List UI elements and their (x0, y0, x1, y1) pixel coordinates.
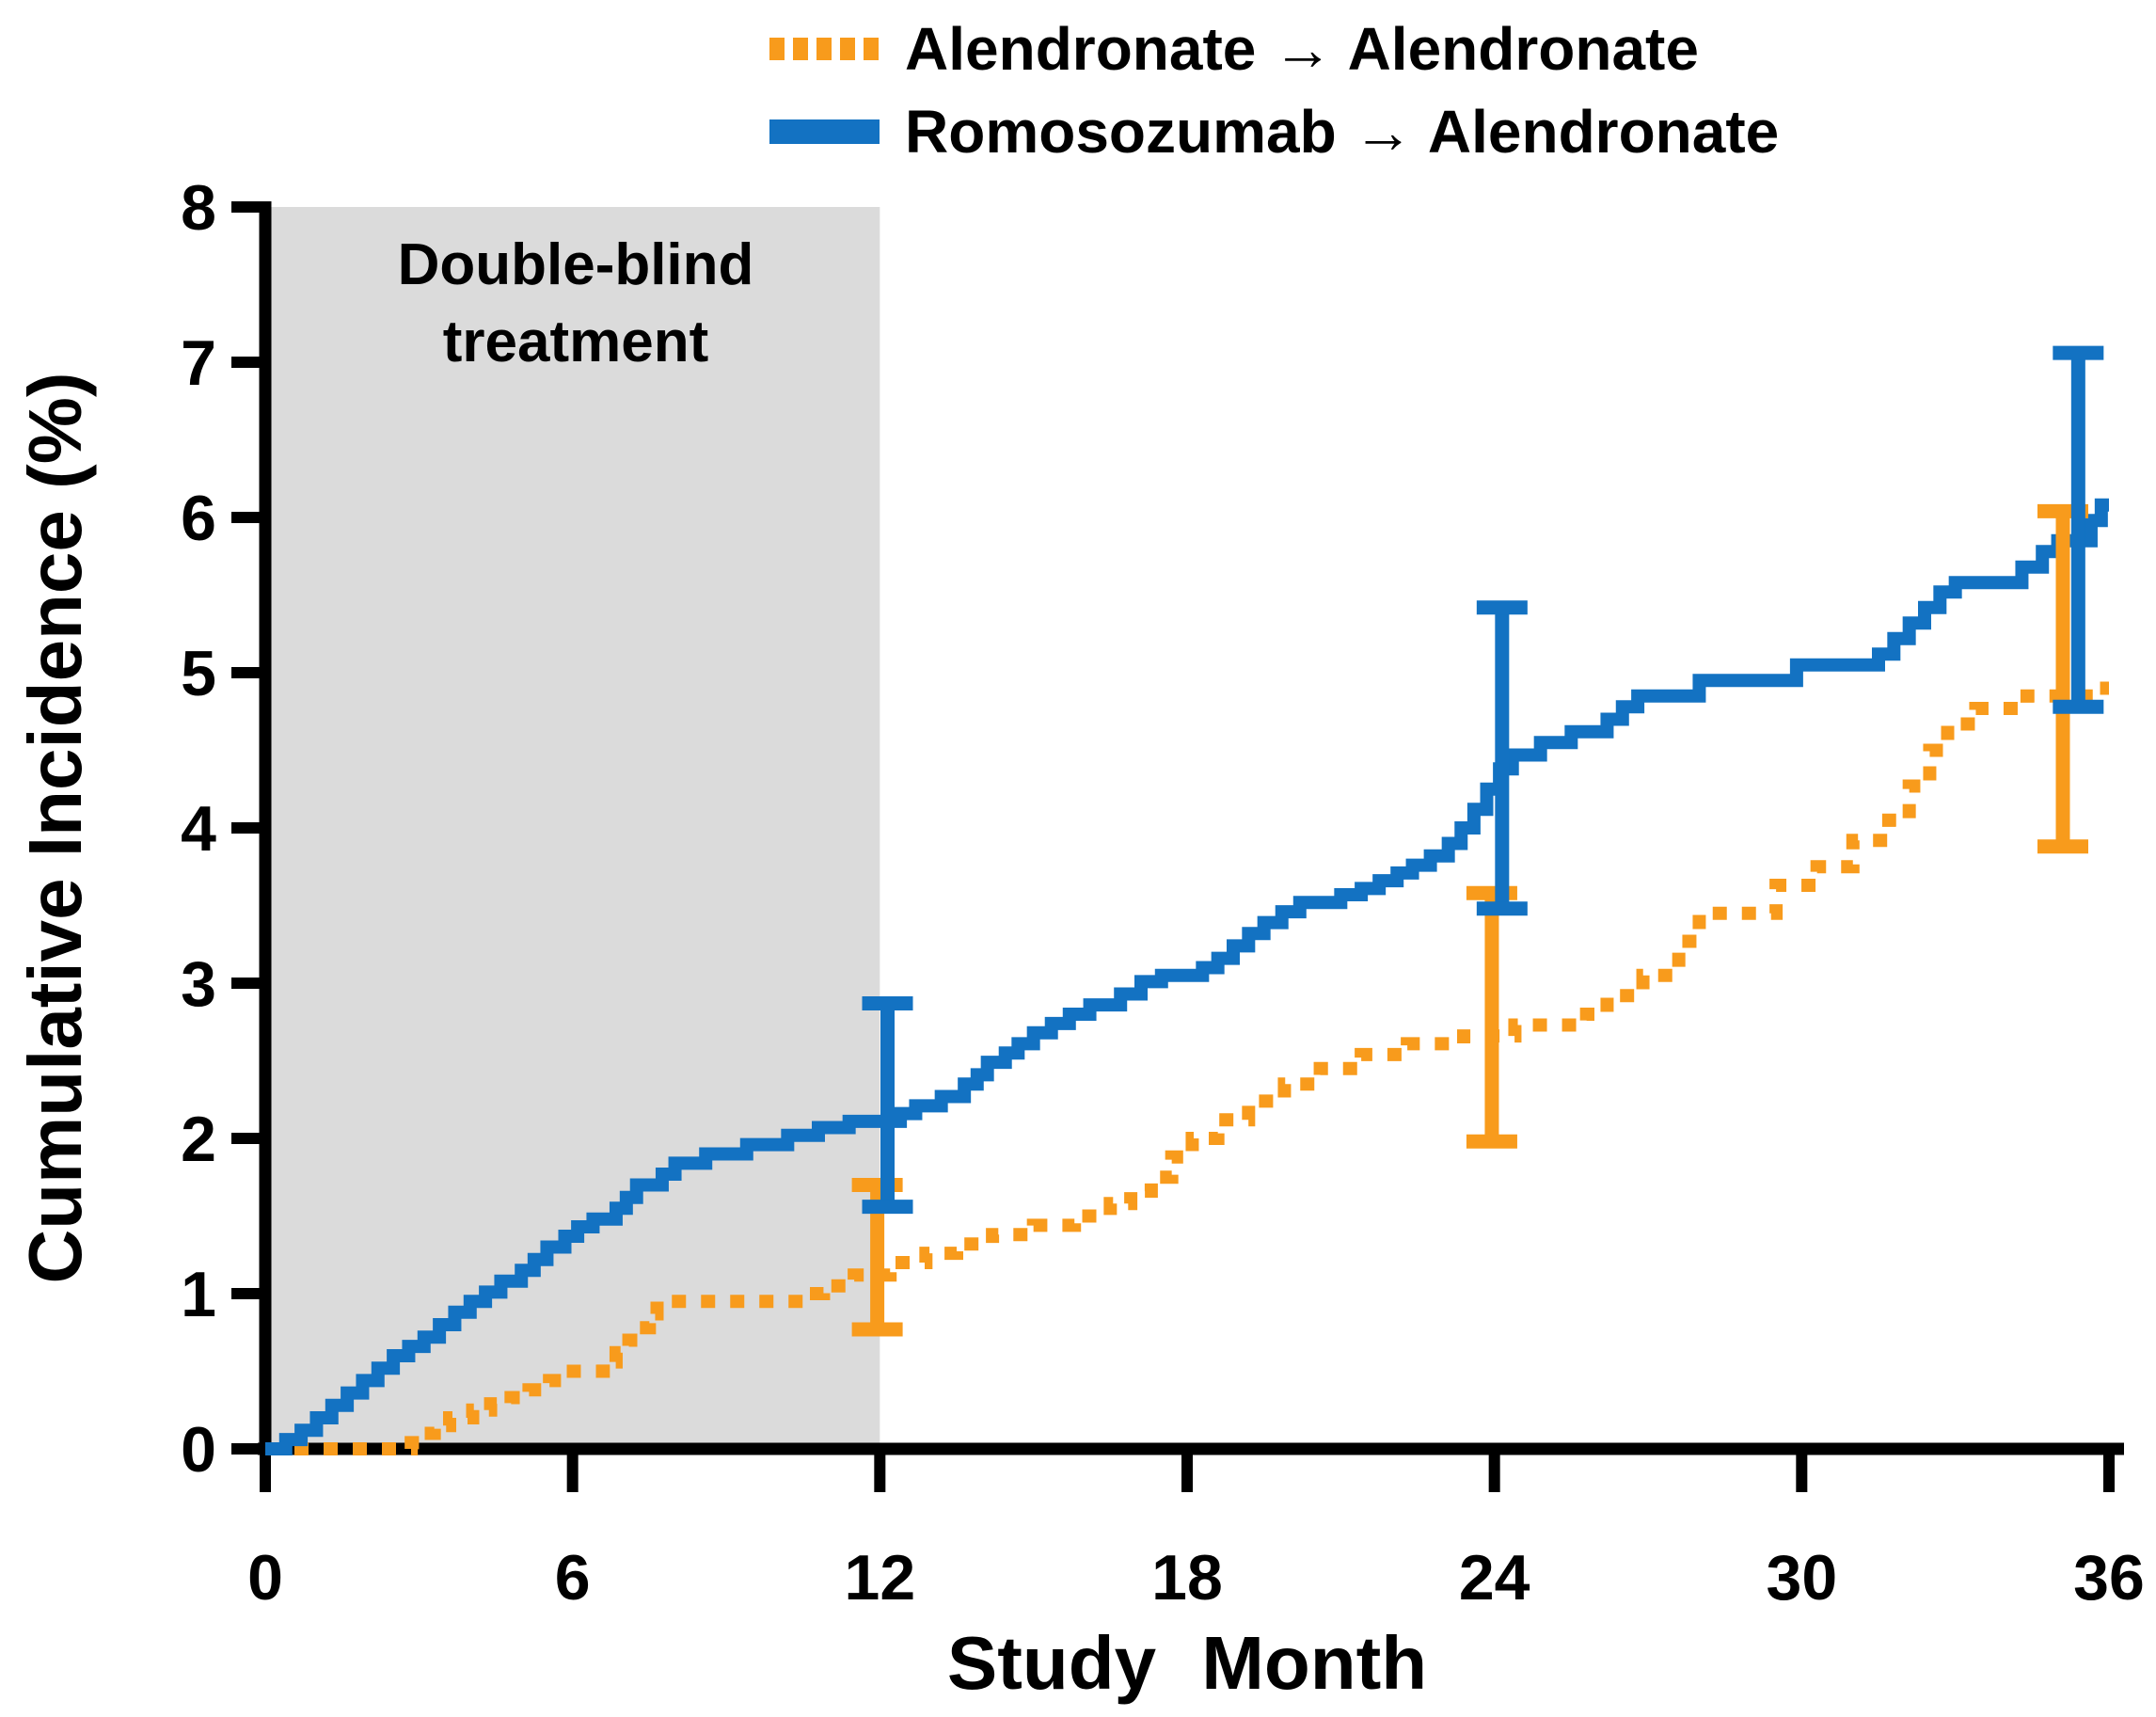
double-blind-annotation-line2: treatment (443, 310, 709, 374)
curves (265, 498, 2109, 1455)
x-tick-label-24: 24 (1459, 1542, 1530, 1614)
legend: Alendronate → Alendronate Romosozumab → … (769, 15, 1779, 166)
double-blind-region-rect (271, 207, 880, 1443)
y-tick-label-4: 4 (181, 793, 216, 865)
y-tick-label-8: 8 (181, 172, 216, 244)
x-tick-label-6: 6 (555, 1542, 591, 1614)
error-bar-romosozumab-35 (2053, 345, 2104, 714)
x-tick-label-36: 36 (2073, 1542, 2145, 1614)
error-bar-romosozumab-12 (862, 995, 913, 1215)
x-tick-label-12: 12 (845, 1542, 916, 1614)
x-axis-title: Study Month (947, 1621, 1427, 1705)
y-axis-title: Cumulative Incidence (%) (13, 372, 97, 1283)
curve-alendronate (265, 681, 2109, 1455)
y-tick-label-0: 0 (181, 1414, 216, 1486)
y-tick-label-3: 3 (181, 948, 216, 1020)
y-tick-label-1: 1 (181, 1259, 216, 1330)
error-bar-alendronate-24 (1466, 885, 1517, 1149)
curve-romosozumab (265, 498, 2109, 1455)
error-bar-romosozumab-24 (1476, 600, 1528, 916)
legend-label-alendronate: Alendronate → Alendronate (905, 15, 1699, 83)
y-tick-label-7: 7 (181, 327, 216, 399)
y-tick-label-2: 2 (181, 1104, 216, 1175)
double-blind-annotation-line1: Double-blind (398, 232, 754, 297)
x-tick-label-18: 18 (1151, 1542, 1223, 1614)
error-bars (851, 345, 2104, 1337)
y-tick-label-6: 6 (181, 483, 216, 554)
x-tick-label-0: 0 (247, 1542, 283, 1614)
legend-label-romosozumab: Romosozumab → Alendronate (905, 98, 1779, 166)
y-tick-label-5: 5 (181, 638, 216, 709)
x-tick-label-30: 30 (1767, 1542, 1838, 1614)
double-blind-region (271, 207, 880, 1443)
